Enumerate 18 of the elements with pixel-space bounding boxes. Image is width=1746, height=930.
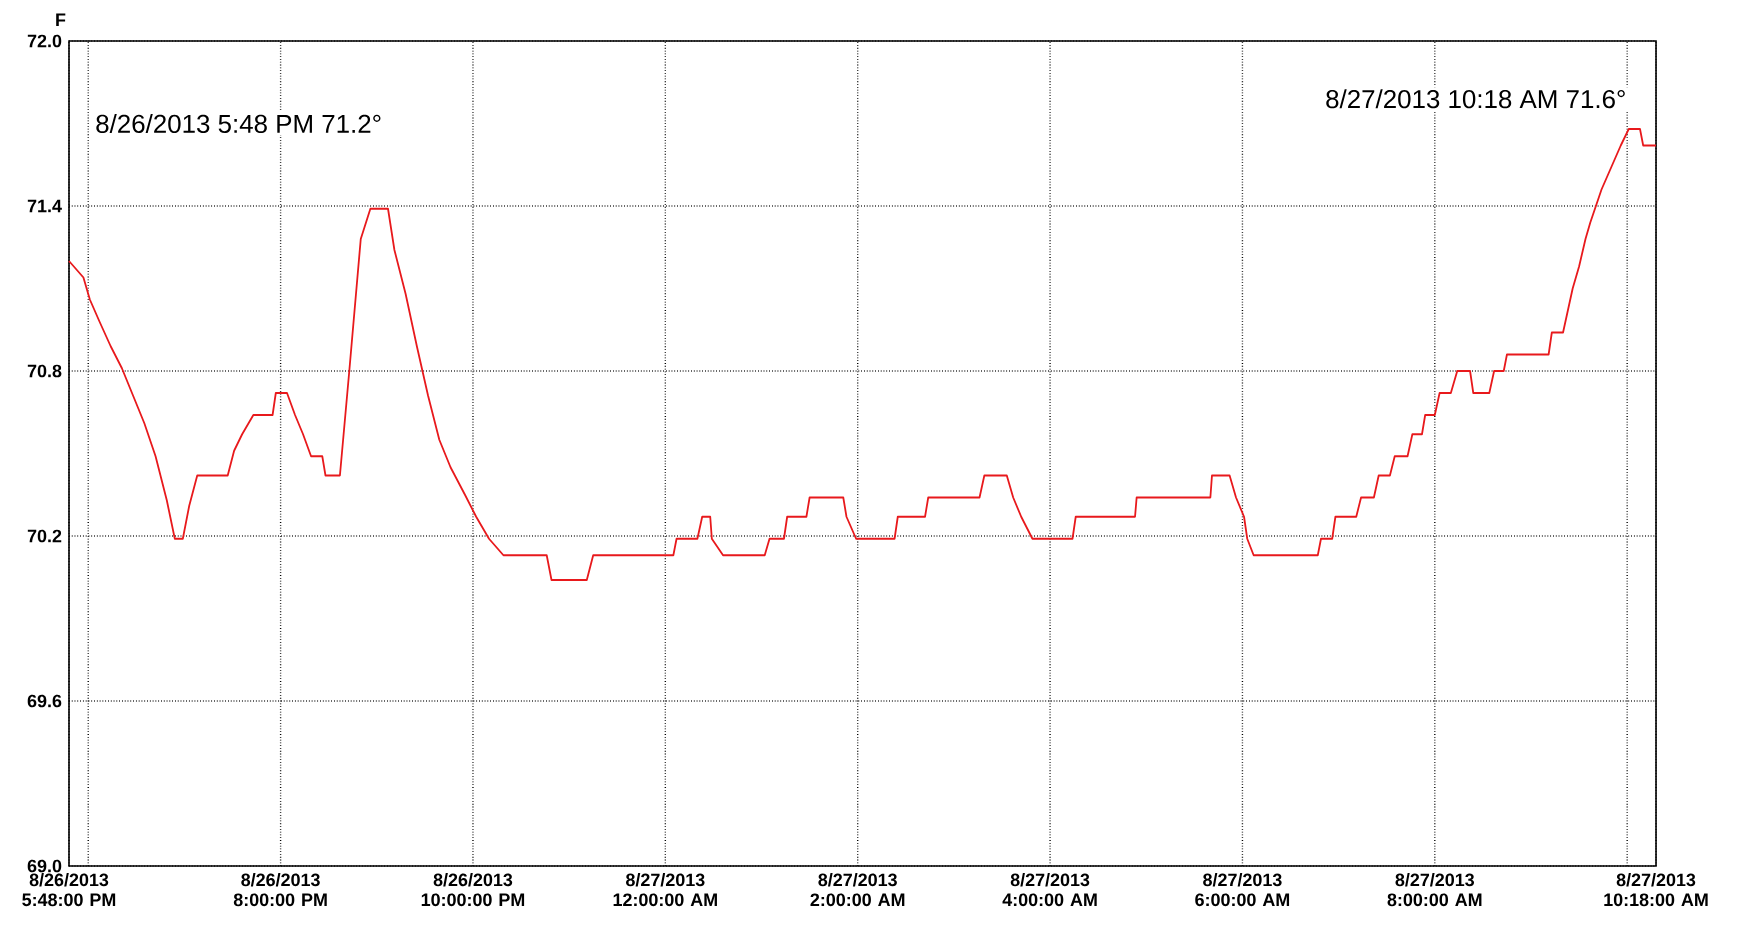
y-tick-label: 70.2 [27,529,62,543]
y-tick-label: 72.0 [27,34,62,48]
annotation: 8/26/2013 5:48 PM 71.2° [96,113,381,134]
y-tick-label: 69.0 [27,859,62,873]
y-tick-label: 71.4 [27,199,62,213]
y-tick-label: 69.6 [27,694,62,708]
y-tick-label: 70.8 [27,364,62,378]
x-tick-label: 8/26/2013 8:00:00 PM [233,873,327,907]
x-tick-label: 8/27/2013 6:00:00 AM [1195,873,1290,907]
x-tick-label: 8/27/2013 2:00:00 AM [810,873,905,907]
x-tick-label: 8/27/2013 10:18:00 AM [1604,873,1708,907]
x-tick-label: 8/27/2013 4:00:00 AM [1002,873,1097,907]
annotation: 8/27/2013 10:18 AM 71.6° [1326,89,1625,109]
x-tick-label: 8/27/2013 12:00:00 AM [613,873,717,907]
x-tick-label: 8/26/2013 5:48:00 PM [22,873,116,907]
x-tick-label: 8/26/2013 10:00:00 PM [421,873,525,907]
y-axis-title: F [56,13,66,26]
x-tick-label: 8/27/2013 8:00:00 AM [1387,873,1482,907]
